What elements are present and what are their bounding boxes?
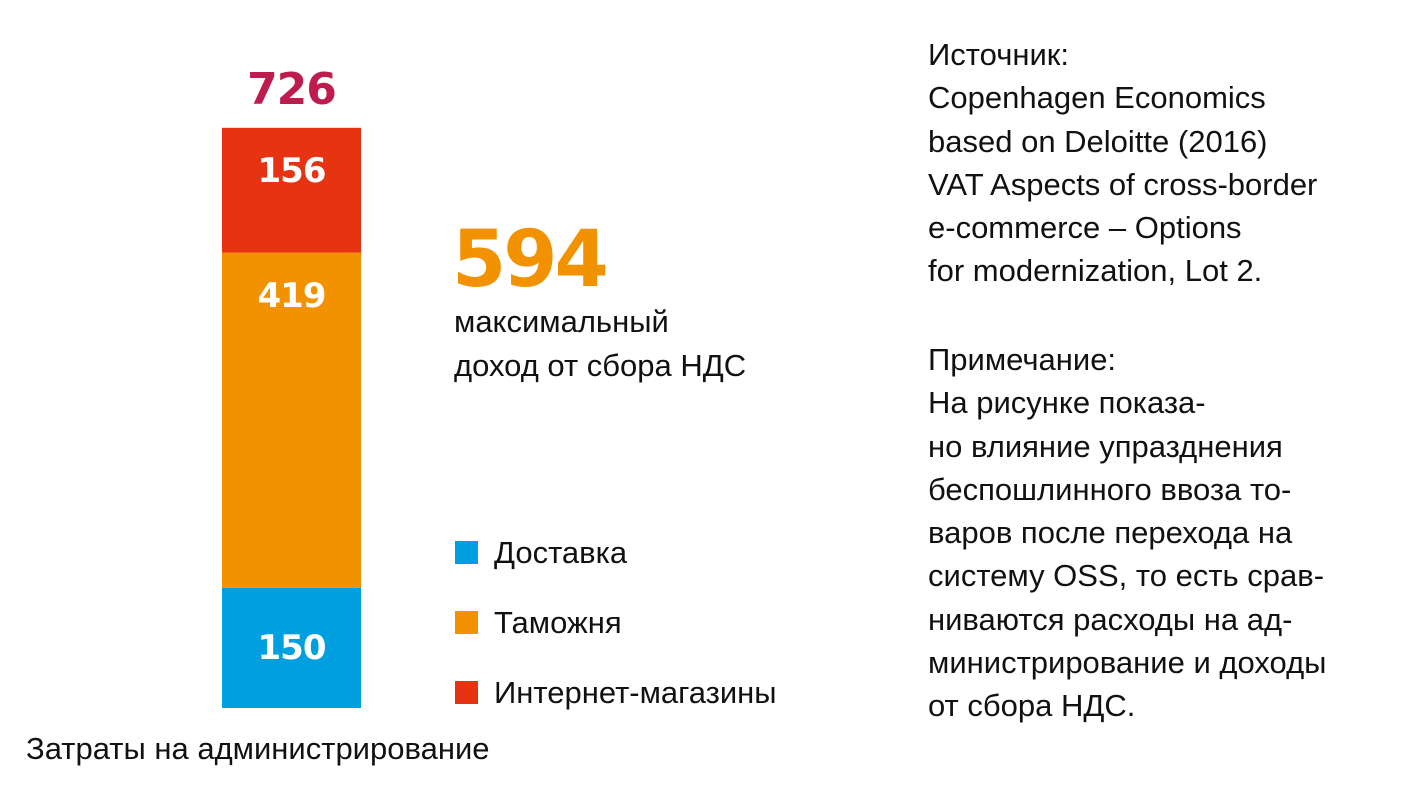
stacked-bar xyxy=(222,127,361,708)
segment-label-delivery: 150 xyxy=(257,627,327,668)
legend-swatch xyxy=(455,681,478,704)
caption-line: максимальный xyxy=(454,304,669,339)
caption-line: доход от сбора НДС xyxy=(454,348,747,383)
bar-total-label: 726 xyxy=(247,64,337,115)
segment-label-customs: 419 xyxy=(257,275,327,316)
bar-segment-online-shops xyxy=(222,127,361,253)
x-axis-label: Затраты на администрирование xyxy=(26,731,490,766)
max-vat-income-value: 594 xyxy=(452,215,609,305)
note-line: беспошлинного ввоза то- xyxy=(928,471,1292,507)
note-line: систему OSS, то есть срав- xyxy=(928,558,1325,594)
max-vat-income-caption: максимальный доход от сбора НДС xyxy=(454,300,746,388)
note-line: министрирование и доходы xyxy=(928,645,1327,681)
legend-swatch xyxy=(455,611,478,634)
bar-segment-delivery xyxy=(222,587,361,708)
note-line: но влияние упразднения xyxy=(928,428,1283,464)
source-line: Copenhagen Economics xyxy=(928,80,1266,116)
legend-label: Доставка xyxy=(494,535,628,570)
legend-swatch xyxy=(455,541,478,564)
note-text: Примечание: На рисунке показа- но влияни… xyxy=(928,338,1398,728)
note-line: варов после перехода на xyxy=(928,515,1293,551)
segment-label-online-shops: 156 xyxy=(257,150,327,191)
source-line: for modernization, Lot 2. xyxy=(928,253,1263,289)
source-line: Источник: xyxy=(928,37,1069,72)
note-line: от сбора НДС. xyxy=(928,688,1136,724)
source-text: Источник: Copenhagen Economics based on … xyxy=(928,33,1398,293)
source-line: VAT Aspects of cross-border xyxy=(928,166,1318,202)
note-line: ниваются расходы на ад- xyxy=(928,601,1293,637)
source-line: e-commerce – Options xyxy=(928,210,1242,246)
legend-label: Таможня xyxy=(494,605,622,640)
legend-label: Интернет-магазины xyxy=(494,675,777,710)
source-line: based on Deloitte (2016) xyxy=(928,123,1268,159)
bar-segment-customs xyxy=(222,252,361,588)
note-line: Примечание: xyxy=(928,342,1117,377)
note-line: На рисунке показа- xyxy=(928,385,1206,421)
